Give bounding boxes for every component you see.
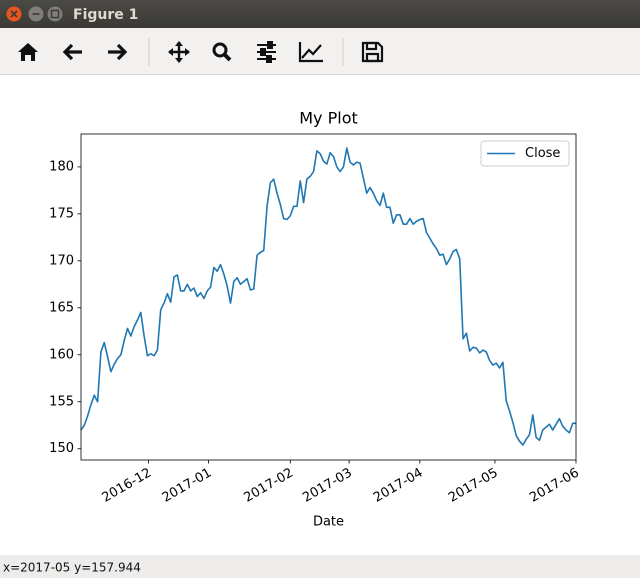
y-tick-label: 150 — [49, 441, 74, 456]
y-tick-label: 155 — [49, 394, 74, 409]
title-bar — [0, 0, 640, 28]
back-button[interactable] — [62, 43, 82, 61]
y-tick-label: 180 — [49, 159, 74, 174]
forward-button[interactable] — [108, 43, 128, 61]
toolbar — [0, 28, 640, 75]
x-axis-label: Date — [313, 515, 344, 530]
status-text: x=2017-05 y=157.944 — [3, 561, 141, 575]
line-series — [80, 147, 576, 446]
chart-title: My Plot — [299, 109, 358, 128]
configure-button[interactable] — [257, 41, 276, 63]
axes-frame — [80, 133, 577, 461]
maximize-button[interactable] — [47, 6, 63, 22]
legend-box — [480, 140, 570, 167]
y-tick-label: 165 — [49, 300, 74, 315]
save-button[interactable] — [361, 41, 384, 63]
edit-axes-button[interactable] — [298, 42, 323, 63]
pan-button[interactable] — [168, 41, 190, 63]
y-tick-label: 160 — [49, 347, 74, 362]
home-button[interactable] — [18, 43, 38, 61]
close-icon — [10, 10, 18, 18]
legend-label: Close — [525, 146, 560, 161]
status-bar — [0, 555, 640, 578]
zoom-button[interactable] — [212, 42, 232, 62]
y-tick-label: 175 — [49, 206, 74, 221]
window-title: Figure 1 — [73, 7, 138, 23]
y-tick-label: 170 — [49, 253, 74, 268]
maximize-icon — [50, 9, 60, 19]
